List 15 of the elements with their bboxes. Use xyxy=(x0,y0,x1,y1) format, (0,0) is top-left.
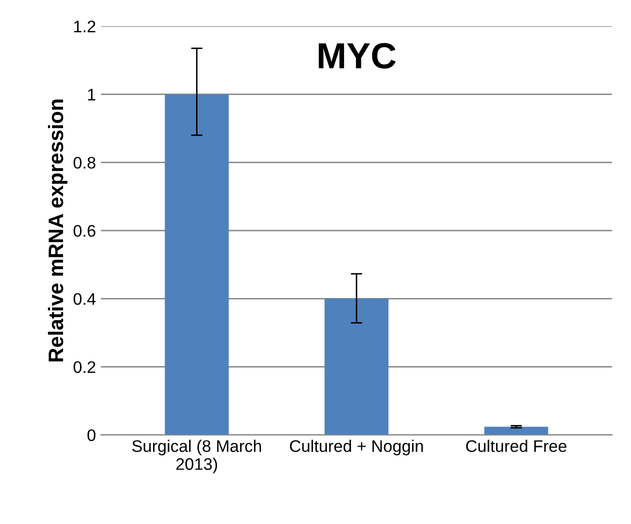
y-tick-label: 0.2 xyxy=(74,361,96,374)
bar xyxy=(484,426,548,435)
x-tick-label: Cultured Free xyxy=(466,440,566,452)
bar xyxy=(164,94,229,435)
y-tick-label: 0.4 xyxy=(74,293,96,305)
y-axis-title: Relative mRNA expression xyxy=(48,100,68,362)
y-tick-label: 0 xyxy=(87,429,96,442)
x-tick-label: Cultured + Noggin xyxy=(290,440,423,456)
x-tick-label: Surgical (8 March 2013) xyxy=(132,440,262,474)
y-tick-label: 1.2 xyxy=(74,20,96,32)
chart-title: MYC xyxy=(318,43,396,69)
y-tick-label: 1 xyxy=(88,88,96,100)
y-tick-label: 0.6 xyxy=(74,224,96,237)
bar xyxy=(324,298,388,435)
y-tick-label: 0.8 xyxy=(74,156,96,169)
